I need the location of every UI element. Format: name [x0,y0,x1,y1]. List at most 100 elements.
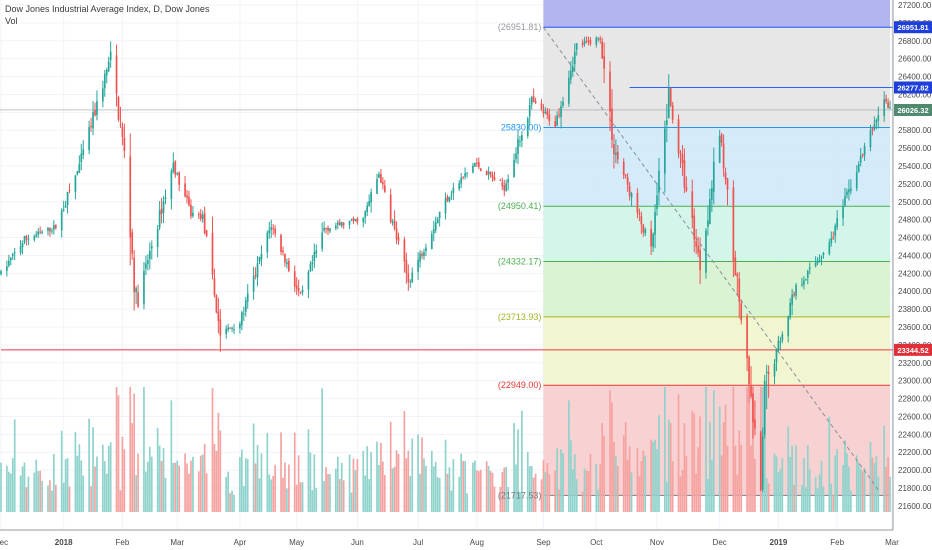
volume-bar [671,461,674,512]
volume-bar [215,450,218,512]
candle-body [507,179,510,183]
fib-labels: (26951.81) 25830.00) (24950.41) (24332.17) (… [498,22,542,500]
y-tick-label: 25200.00 [898,180,932,189]
volume-bar [844,440,846,512]
volume-bar [489,470,492,512]
candle-body [677,119,680,153]
candle-body [724,172,727,180]
volume-bar [92,427,94,512]
candle-body [477,162,480,168]
volume-bar [493,486,496,512]
candle-body [239,323,241,329]
candle-body [272,227,275,229]
candle-body [601,41,604,59]
volume-bar [850,490,852,512]
candle-body [25,236,28,240]
candle-body [217,311,220,321]
volume-bar [53,453,55,512]
candle-body [117,97,120,120]
candle-body [325,228,327,230]
candle-body [871,128,874,131]
volume-bar [94,466,96,512]
candle-body [419,253,421,262]
volume-bar [64,459,67,512]
candle-body [109,51,112,61]
volume-bar [299,482,302,512]
volume-bar [650,439,652,512]
candle-body [740,303,743,321]
candle-body [227,327,230,330]
candle-body [665,119,668,125]
candle-body [710,188,713,200]
candle-body [722,143,725,169]
volume-bar [763,387,766,512]
candle-body [178,172,181,185]
candle-body [51,230,53,232]
candle-body [460,177,463,184]
candle-body [720,134,723,143]
candle-body [286,262,288,265]
x-tick-label: May [289,538,304,547]
volume-bar [178,465,181,512]
candle-body [450,194,453,196]
candle-body [712,161,715,192]
candle-body [669,87,672,106]
volume-bar [462,460,464,512]
candle-body [787,316,790,337]
candle-body [366,205,369,212]
y-tick-label: 25400.00 [898,162,932,171]
volume-bar [869,442,872,512]
volume-bar [622,435,625,512]
volume-bar [501,472,504,512]
x-tick-label: Sep [536,538,551,547]
candle-body [174,161,177,175]
candle-body [129,156,132,238]
candle-body [554,121,557,127]
volume-bar [532,477,535,512]
volume-bar [718,406,721,512]
volume-bar [340,462,343,512]
candle-body [750,386,752,397]
candle-body [362,218,365,223]
candle-body [842,206,844,219]
candle-body [804,279,807,281]
fib-level-label: (26951.81) [498,22,542,32]
y-tick-label: 22200.00 [898,448,932,457]
volume-bar [430,450,433,512]
volume-bar [804,487,807,512]
candle-body [382,182,384,185]
volume-bar [611,402,613,512]
x-tick-label: Aug [470,538,484,547]
candle-body [573,51,576,65]
candle-body [376,179,378,194]
candle-body [479,168,482,172]
candle-body [789,303,792,318]
volume-bar [7,471,10,512]
candle-body [697,245,699,253]
volume-bar [148,446,151,512]
y-tick-label: 26800.00 [898,37,932,46]
volume-bar [356,459,359,512]
volume-bar [241,449,243,512]
x-tick-label: Feb [116,538,130,547]
volume-bar [186,463,188,512]
candle-body [9,257,12,261]
volume-bar [160,461,163,512]
volume-bar [450,490,453,512]
volume-bar [135,475,137,512]
candle-body [663,128,666,174]
volume-bar [789,456,792,512]
candle-body [436,218,439,224]
volume-bar [66,458,69,512]
volume-bar [62,482,65,512]
volume-bar [654,439,656,512]
volume-bar [589,453,592,512]
candle-body [587,40,590,42]
volume-bar [816,488,819,512]
x-tick-label: Mar [885,538,899,547]
candle-body [654,212,656,235]
candle-body [190,204,192,217]
volume-bar [199,455,202,512]
candle-body [268,229,271,234]
